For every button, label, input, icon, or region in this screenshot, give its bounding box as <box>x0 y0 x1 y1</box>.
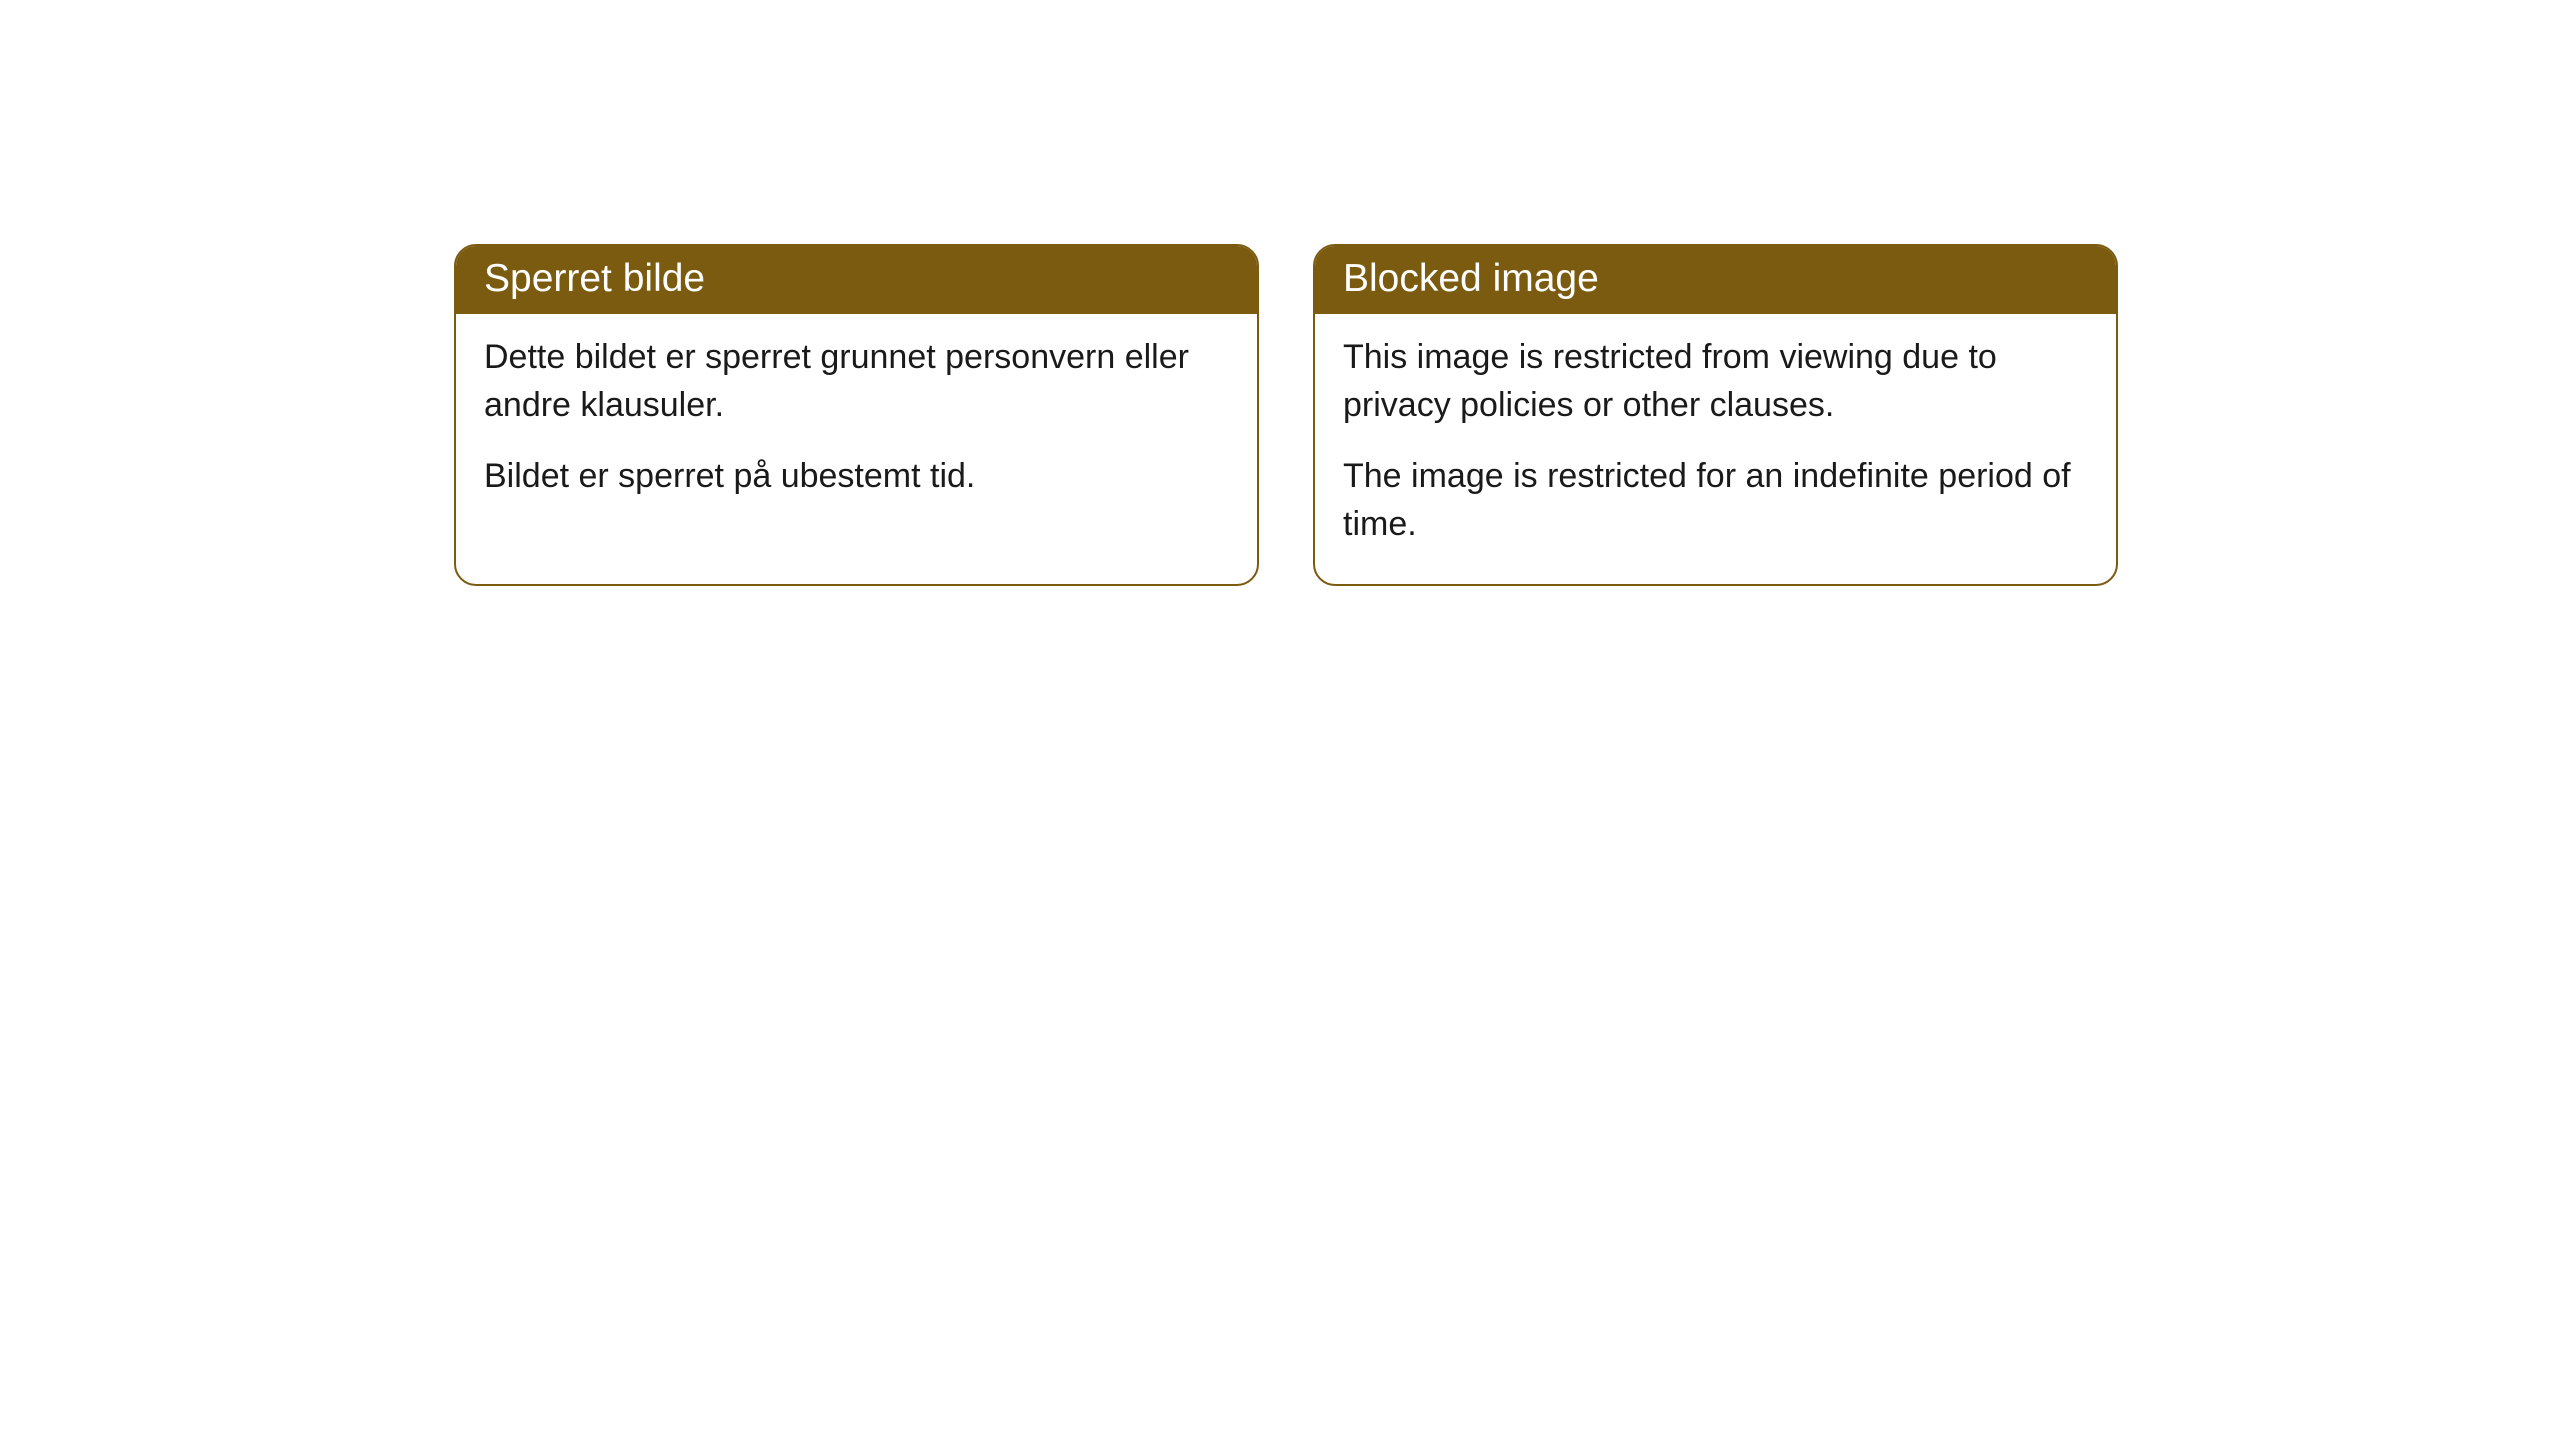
card-body-english: This image is restricted from viewing du… <box>1315 314 2116 584</box>
card-english: Blocked image This image is restricted f… <box>1313 244 2118 586</box>
card-paragraph: The image is restricted for an indefinit… <box>1343 453 2088 548</box>
card-header-norwegian: Sperret bilde <box>456 246 1257 314</box>
card-paragraph: This image is restricted from viewing du… <box>1343 334 2088 429</box>
card-paragraph: Bildet er sperret på ubestemt tid. <box>484 453 1229 501</box>
cards-container: Sperret bilde Dette bildet er sperret gr… <box>454 244 2118 586</box>
card-norwegian: Sperret bilde Dette bildet er sperret gr… <box>454 244 1259 586</box>
card-header-english: Blocked image <box>1315 246 2116 314</box>
card-paragraph: Dette bildet er sperret grunnet personve… <box>484 334 1229 429</box>
card-body-norwegian: Dette bildet er sperret grunnet personve… <box>456 314 1257 537</box>
